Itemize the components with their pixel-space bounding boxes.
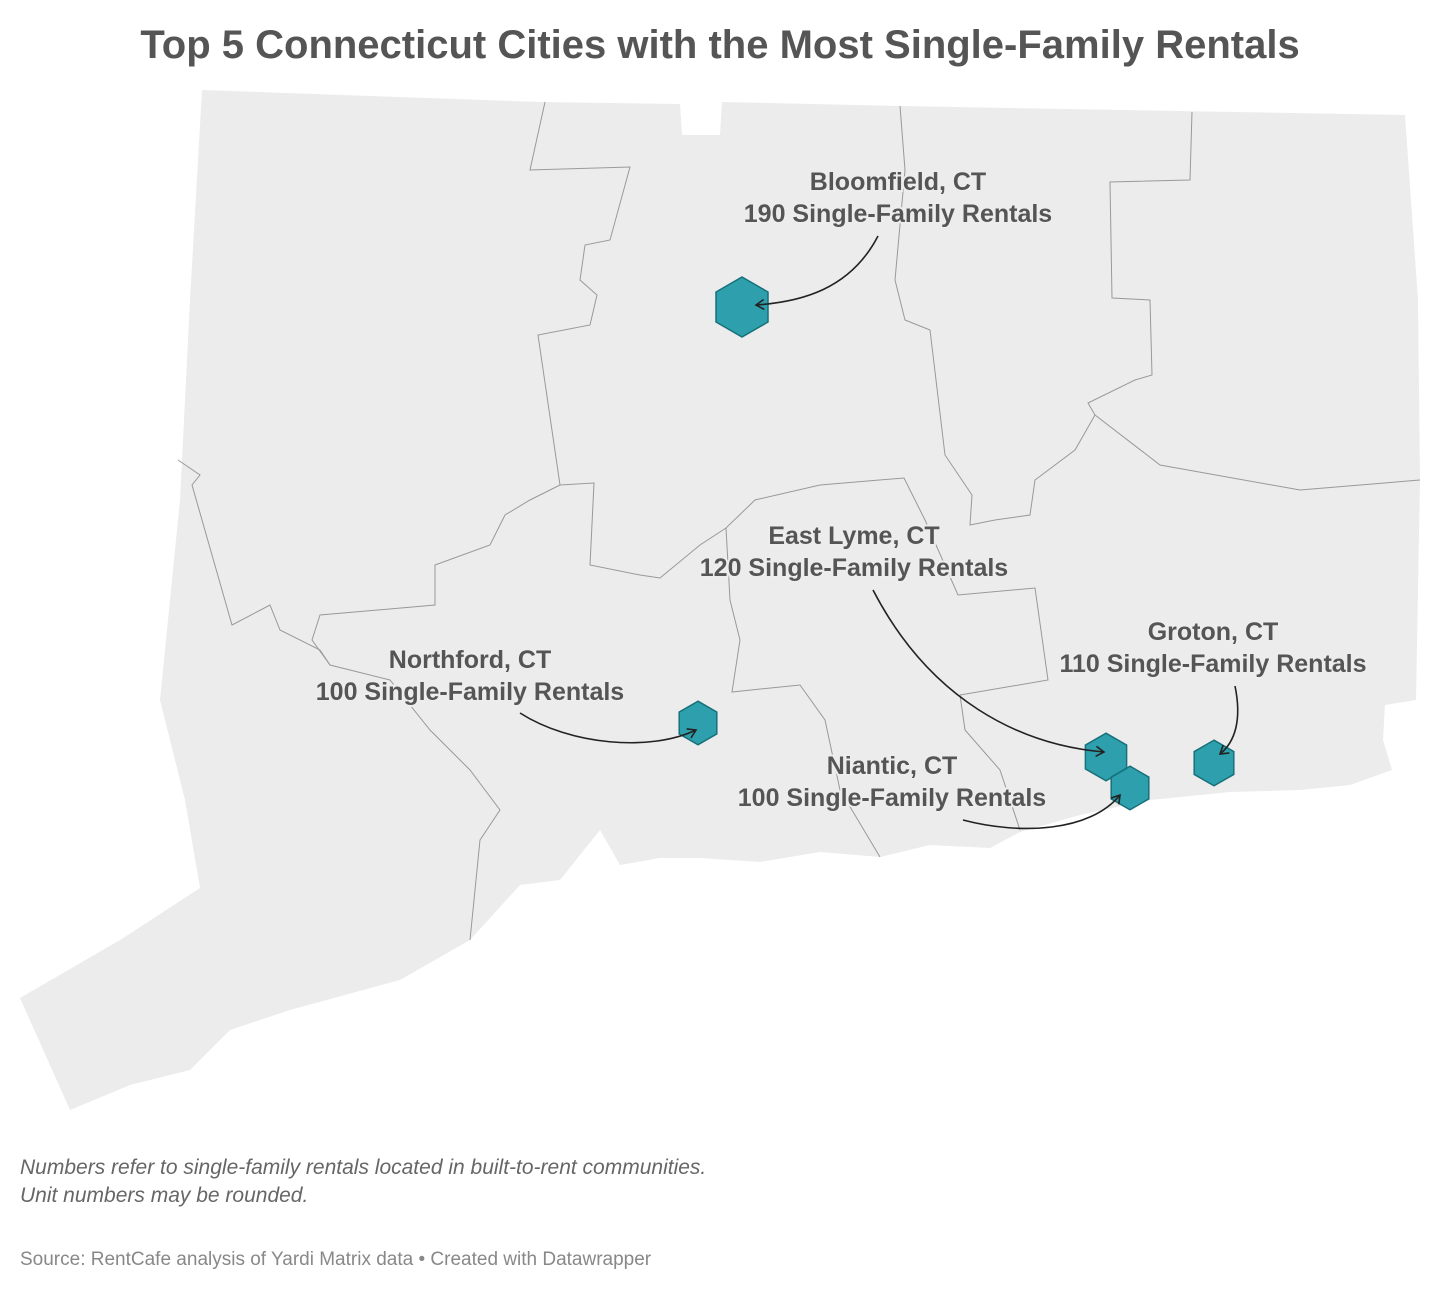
hex-marker — [1084, 732, 1128, 782]
county-borders — [177, 101, 1421, 941]
city-label: Niantic, CT — [827, 752, 958, 780]
value-label: 190 Single-Family Rentals — [744, 200, 1052, 228]
value-label: 100 Single-Family Rentals — [316, 678, 624, 706]
note: Unit numbers may be rounded. — [20, 1184, 308, 1207]
city-label: East Lyme, CT — [768, 522, 939, 550]
value-label: 120 Single-Family Rentals — [700, 554, 1008, 582]
city-label: Northford, CT — [389, 646, 551, 674]
source: Source: RentCafe analysis of Yardi Matri… — [20, 1249, 652, 1270]
value-label: 100 Single-Family Rentals — [738, 784, 1046, 812]
city-label: Groton, CT — [1148, 618, 1279, 646]
arrow — [1218, 685, 1239, 755]
arrow — [519, 712, 698, 744]
value-label: 110 Single-Family Rentals — [1059, 650, 1366, 678]
arrow — [962, 793, 1121, 830]
title: Top 5 Connecticut Cities with the Most S… — [140, 23, 1299, 67]
arrow — [754, 235, 879, 311]
hex-marker — [715, 276, 769, 338]
city-label: Bloomfield, CT — [810, 168, 986, 196]
state-shape — [20, 90, 1420, 1110]
arrow — [872, 589, 1106, 758]
note: Numbers refer to single-family rentals l… — [20, 1156, 706, 1179]
